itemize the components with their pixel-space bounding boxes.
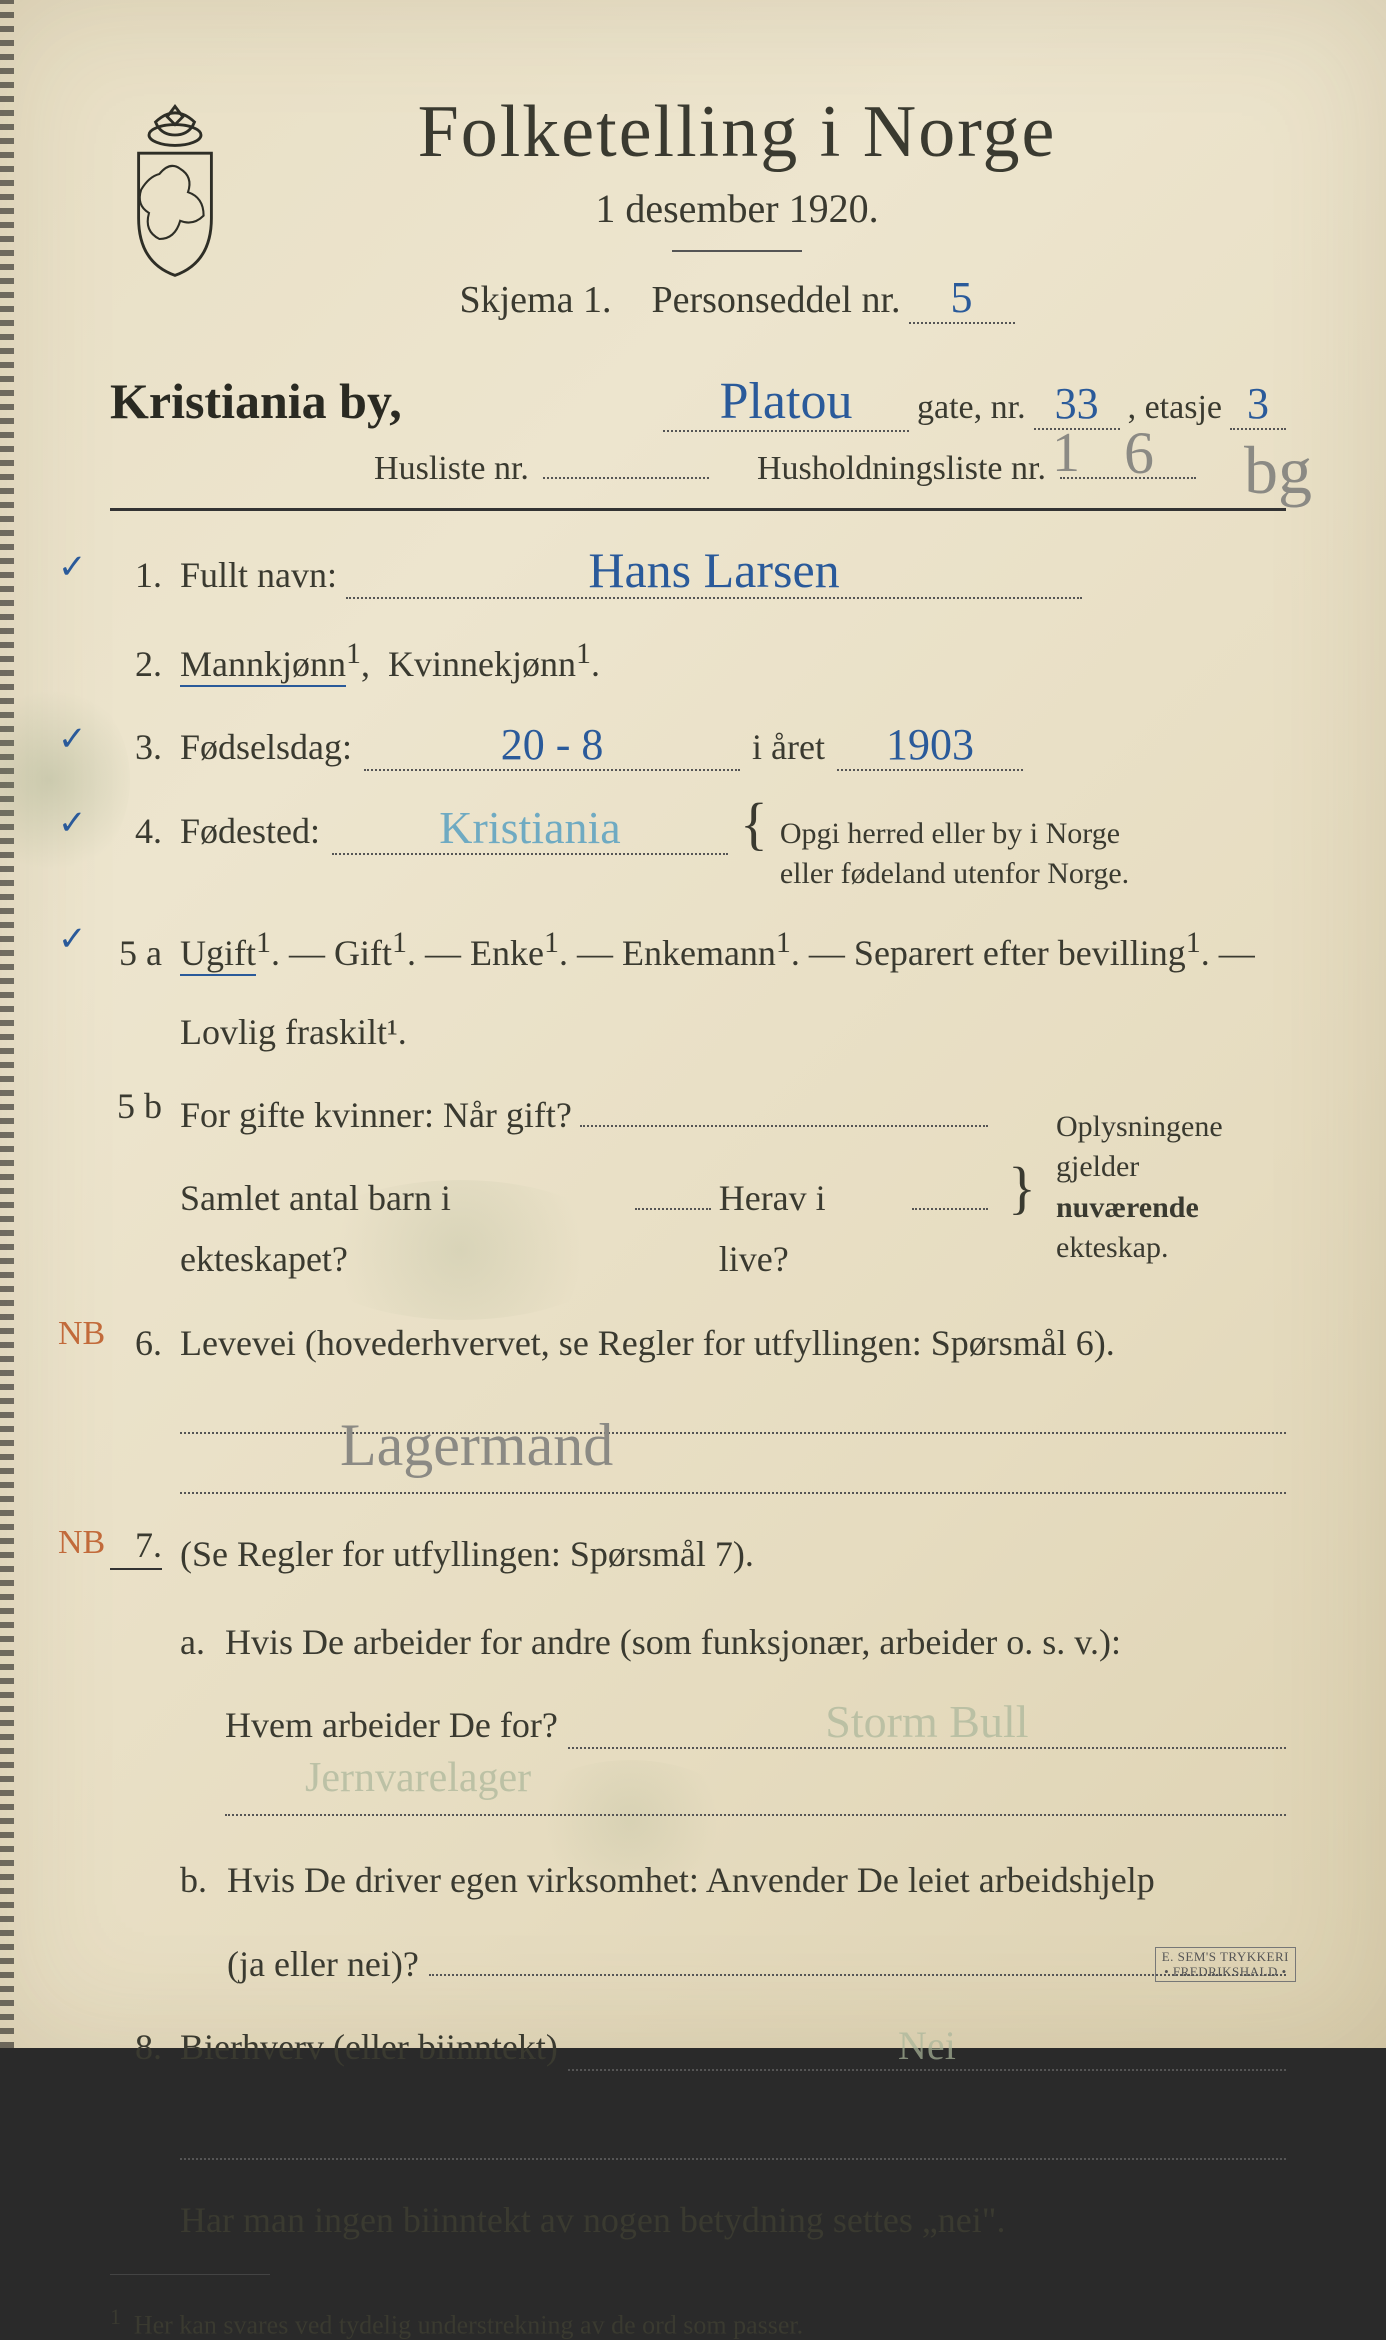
q1-label: Fullt navn: [180, 555, 337, 595]
checkmark-icon: ✓ [58, 547, 87, 587]
q5a-num: 5 a [110, 932, 162, 974]
q1-row: ✓ 1. Fullt navn: Hans Larsen [110, 545, 1286, 606]
q7a-label: a. [180, 1612, 205, 1825]
q3-num: 3. [110, 726, 162, 768]
q6-num: 6. [110, 1322, 162, 1364]
q5b-row: 5 b For gifte kvinner: Når gift? Samlet … [110, 1085, 1286, 1291]
q3-label: Fødselsdag: [180, 717, 352, 778]
husliste-label: Husliste nr. [374, 450, 529, 488]
q4-note: Opgi herred eller by i Norge eller fødel… [780, 814, 1129, 895]
horizontal-rule [110, 508, 1286, 511]
personseddel-label: Personseddel nr. [651, 278, 900, 322]
q6-label: Levevei (hovederhvervet, se Regler for u… [180, 1323, 1115, 1363]
q8-answer: Nei [568, 2023, 1286, 2071]
q8-note: Har man ingen biinntekt av nogen betydni… [180, 2190, 1286, 2251]
printer-stamp: E. SEM'S TRYKKERI• FREDRIKSHALD • [1155, 1947, 1296, 1982]
birth-day: 20 - 8 [364, 723, 740, 771]
q7b-text2: (ja eller nei)? [227, 1934, 419, 1995]
q3-mid: i året [752, 717, 825, 778]
checkmark-icon: ✓ [58, 719, 87, 759]
employer: Storm Bull [568, 1699, 1286, 1749]
city-label: Kristiania by, [110, 372, 402, 430]
q5b-gift-year [580, 1123, 988, 1127]
q5a-line2: Lovlig fraskilt¹. [180, 1002, 1286, 1063]
gate-label: gate, nr. [917, 389, 1026, 427]
q5b-sidenote: Oplysningene gjelder nuværende ekteskap. [1056, 1107, 1286, 1269]
q4-row: ✓ 4. Fødested: Kristiania { Opgi herred … [110, 801, 1286, 895]
census-form-page: Folketelling i Norge 1 desember 1920. Sk… [0, 0, 1386, 2048]
birth-year: 1903 [837, 723, 1023, 771]
header: Folketelling i Norge 1 desember 1920. Sk… [110, 90, 1286, 342]
q6-row: NB 6. Levevei (hovederhvervet, se Regler… [110, 1313, 1286, 1503]
husliste-line: Husliste nr. Husholdningsliste nr. 1 6 b… [110, 450, 1286, 488]
q2-row: 2. Mannkjønn1, Kvinnekjønn1. [110, 628, 1286, 695]
brace-icon: { [740, 801, 768, 847]
checkmark-icon: ✓ [58, 803, 87, 843]
footnote: 1 Her kan svares ved tydelig understrekn… [110, 2305, 1286, 2340]
personseddel-nr: 5 [909, 276, 1015, 324]
q7b-label: b. [180, 1850, 207, 1994]
q8-label: Bierhverv (eller biinntekt) [180, 2017, 558, 2078]
q3-row: ✓ 3. Fødselsdag: 20 - 8 i året 1903 [110, 717, 1286, 778]
q2-num: 2. [110, 643, 162, 685]
nb-mark-icon: NB [58, 1315, 105, 1353]
form-date: 1 desember 1920. [268, 185, 1206, 232]
brace-icon: { [1008, 1165, 1036, 1211]
checkmark-icon: ✓ [58, 919, 87, 959]
etasje-nr: 3 [1230, 382, 1286, 430]
q6-blank2: Lagermand [180, 1442, 1286, 1494]
q5b-l2a: Samlet antal barn i ekteskapet? [180, 1168, 627, 1290]
q8-num: 8. [110, 2026, 162, 2068]
husholdning-nr: 1 6 [1060, 475, 1196, 479]
q5b-l2b: Herav i live? [719, 1168, 904, 1290]
form-title: Folketelling i Norge [268, 90, 1206, 175]
q4-label: Fødested: [180, 801, 320, 862]
margin-pencil: bg [1244, 431, 1312, 510]
husliste-nr [543, 475, 709, 479]
q5a-row: ✓ 5 a Ugift1. — Gift1. — Enke1. — Enkema… [110, 917, 1286, 1063]
skjema-line: Skjema 1. Personseddel nr. 5 [268, 276, 1206, 324]
coat-of-arms-icon [110, 96, 240, 296]
q8-note-row: Har man ingen biinntekt av nogen betydni… [110, 2190, 1286, 2251]
husholdning-label: Husholdningsliste nr. [757, 450, 1046, 488]
q8-row: 8. Bierhverv (eller biinntekt) Nei [110, 2017, 1286, 2078]
occupation: Lagermand [340, 1394, 613, 1496]
nb-mark-icon: NB [58, 1524, 105, 1562]
q5b-l1: For gifte kvinner: Når gift? [180, 1085, 572, 1146]
q7-row: NB 7. (Se Regler for utfyllingen: Spørsm… [110, 1524, 1286, 1994]
street-name: Platou [663, 376, 909, 432]
q2-mann: Mannkjønn [180, 644, 346, 687]
q5a-ugift: Ugift [180, 933, 256, 976]
q8-blank-row [110, 2100, 1286, 2168]
q2-kvinne: Kvinnekjønn [388, 644, 576, 684]
q7a-text1: Hvis De arbeider for andre (som funksjon… [225, 1622, 1121, 1662]
q7b-text1: Hvis De driver egen virksomhet: Anvender… [227, 1860, 1155, 1900]
q5b-num: 5 b [110, 1085, 162, 1127]
q7a-blank2: Jernvarelager [225, 1764, 1286, 1816]
q7-num: 7. [110, 1524, 162, 1570]
q1-num: 1. [110, 554, 162, 596]
birthplace: Kristiania [332, 805, 728, 855]
address-line: Kristiania by, Platou gate, nr. 33 , eta… [110, 372, 1286, 432]
q4-num: 4. [110, 810, 162, 852]
skjema-label: Skjema 1. [459, 278, 611, 322]
full-name: Hans Larsen [346, 545, 1082, 599]
q7-intro: (Se Regler for utfyllingen: Spørsmål 7). [180, 1534, 754, 1574]
